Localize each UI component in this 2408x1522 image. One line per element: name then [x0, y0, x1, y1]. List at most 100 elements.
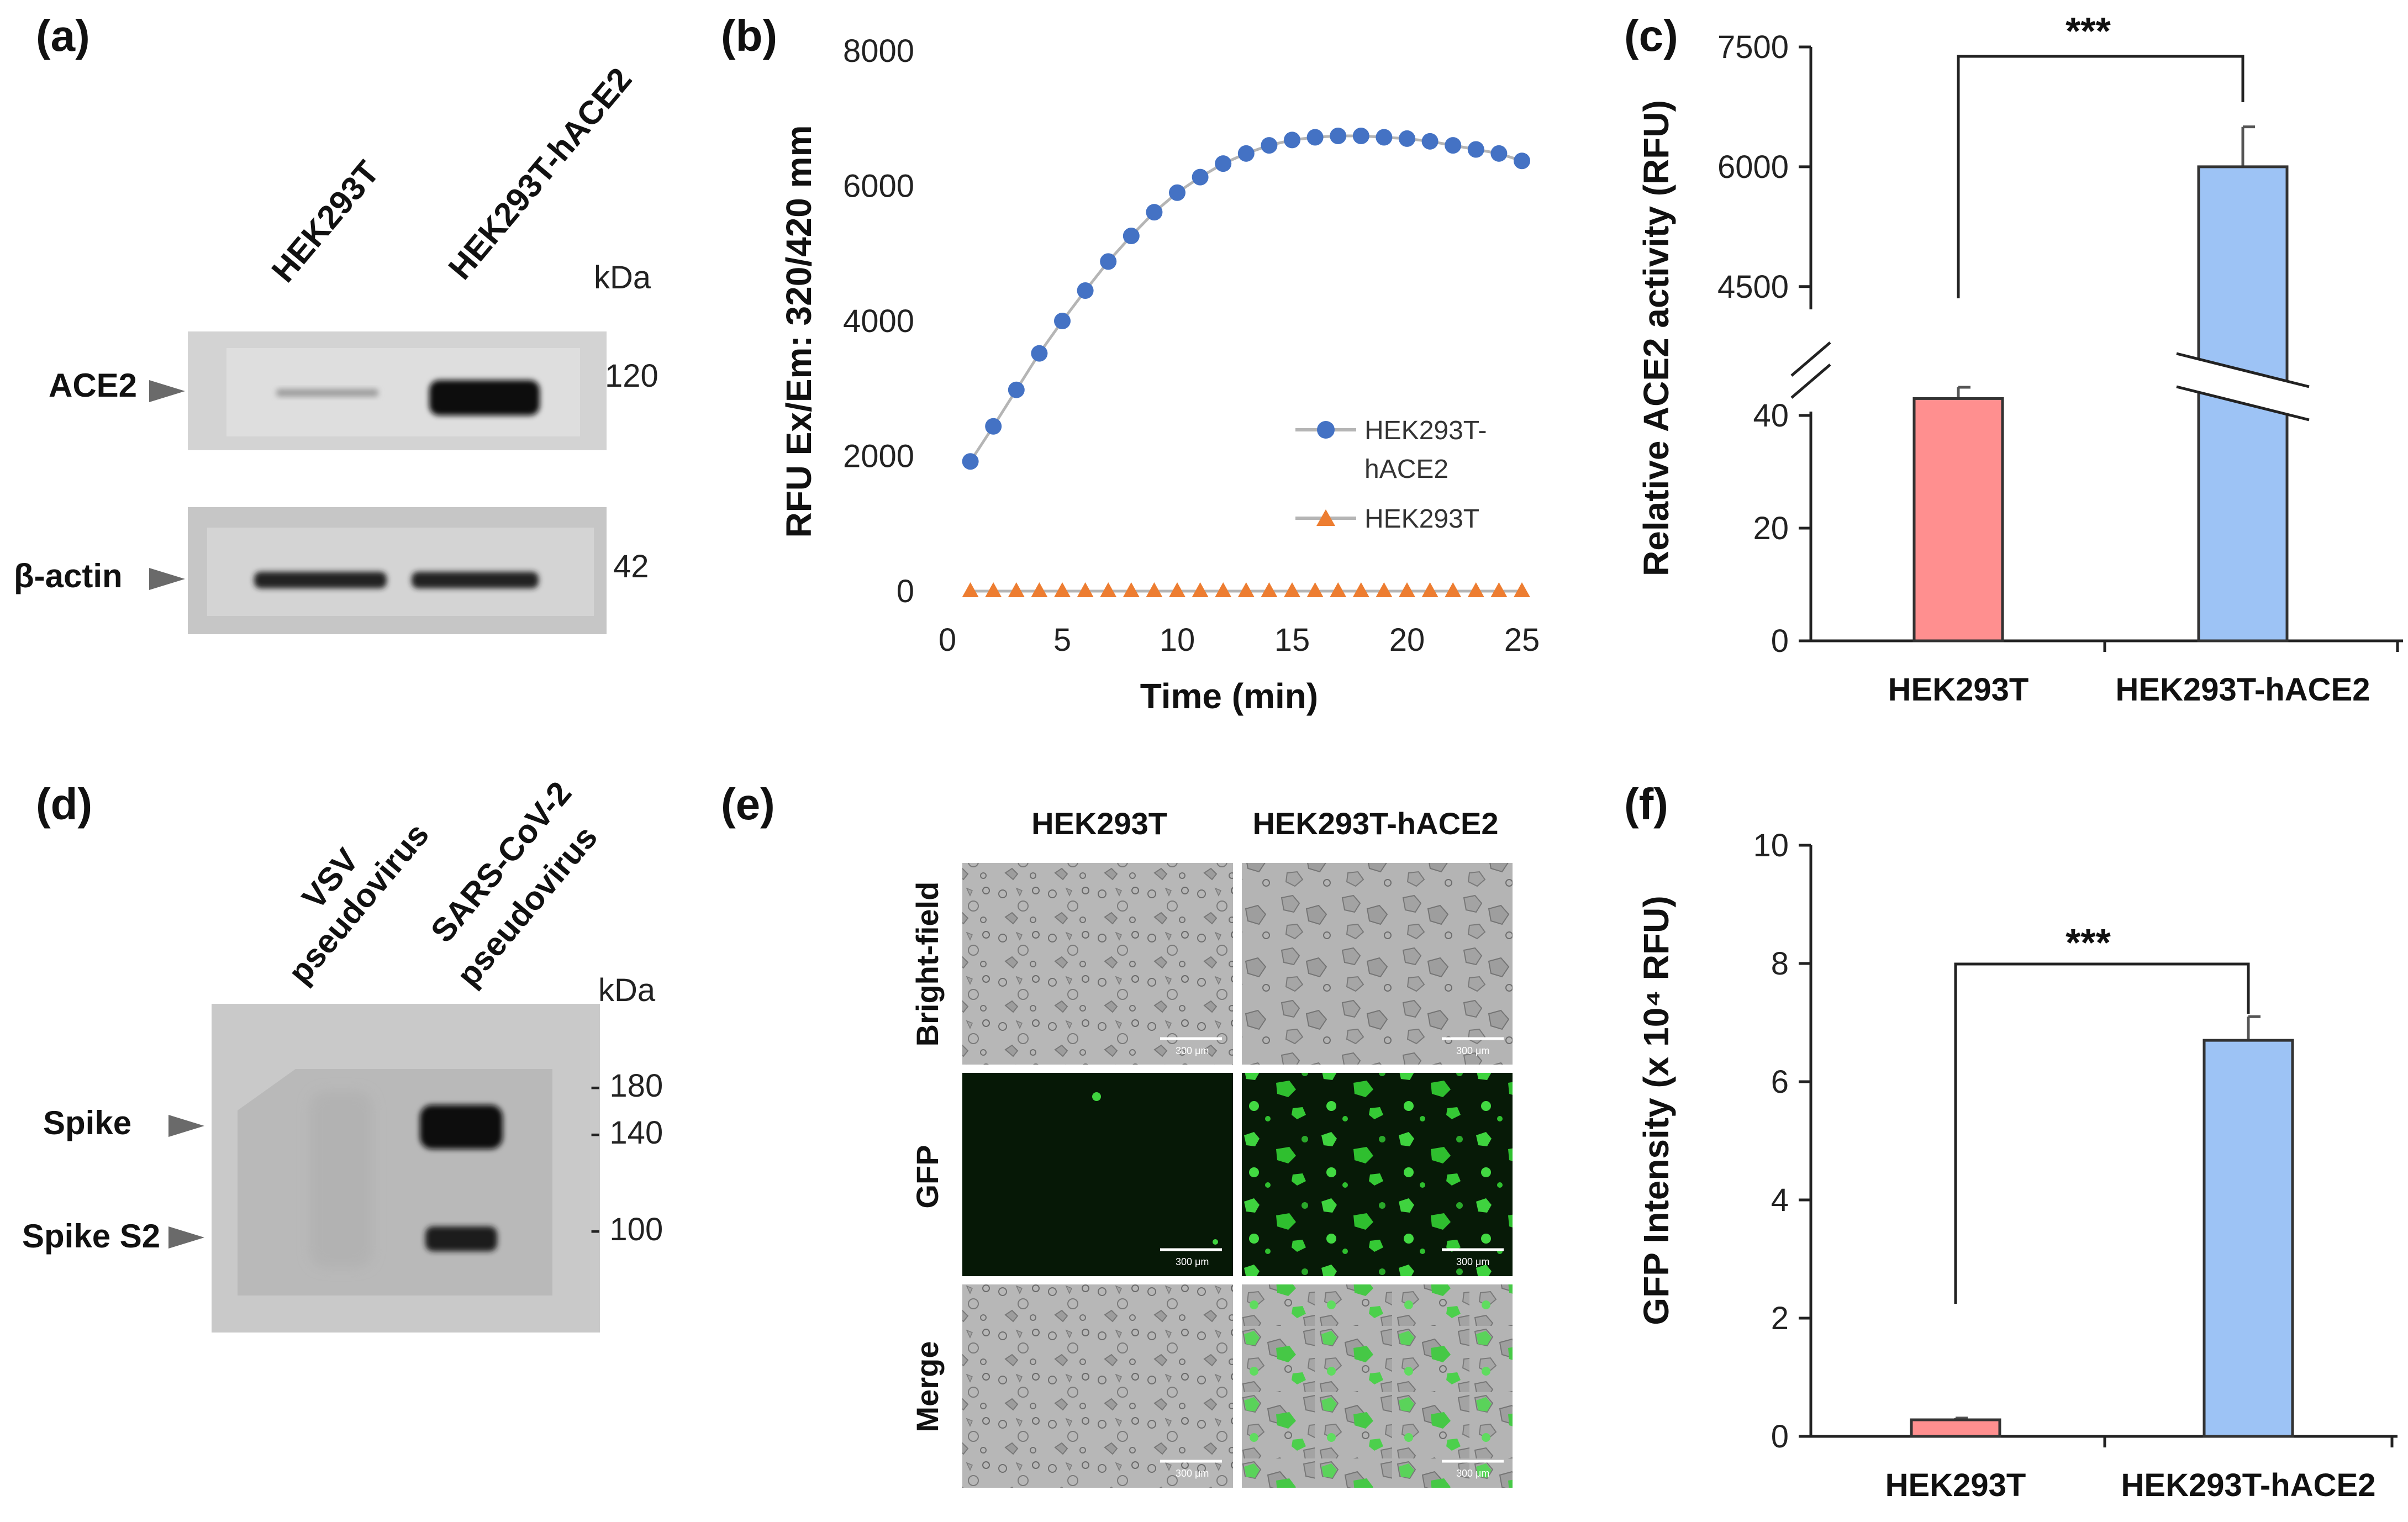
scale-bars: 300 μm 300 μm 300 μm 300 μm 300 μm 300 μ…: [1160, 1037, 1504, 1479]
b-ytick-label-3: 6000: [843, 168, 914, 204]
b-point-s0-24: [1514, 152, 1530, 170]
ace2-band-hek293t-hace2: [429, 380, 540, 415]
micro-gfp-hek293t: [962, 1073, 1233, 1276]
b-x-axis-title: Time (min): [1140, 676, 1318, 716]
panel-f: (f) 0 2 4 6 8 10 HEK293T HEK293T-hACE2 GFP Int…: [1624, 780, 2398, 1503]
scale-text-6: 300 μm: [1456, 1468, 1489, 1479]
b-point-s0-18: [1376, 129, 1393, 146]
b-point-s1-13: [1261, 582, 1278, 597]
ace2-arrowhead-icon: [149, 380, 185, 402]
legend-label-hace2-line2: hACE2: [1364, 455, 1448, 484]
b-point-s1-3: [1031, 582, 1048, 597]
scale-text-3: 300 μm: [1176, 1256, 1209, 1267]
b-xtick-label-5: 25: [1504, 622, 1540, 658]
band-label-ace2: ACE2: [49, 367, 137, 404]
panel-e-label: (e): [721, 780, 775, 829]
f-ytick-label-3: 6: [1771, 1064, 1789, 1100]
micro-gfp-hek293t-spot: [1092, 1092, 1101, 1101]
b-xtick-label-2: 10: [1160, 622, 1195, 658]
spike-arrowhead-icon: [168, 1115, 204, 1137]
c-ytick-low-label-1: 20: [1753, 510, 1789, 546]
b-point-s0-17: [1352, 128, 1369, 145]
f-bar-1: [2202, 1039, 2294, 1438]
b-point-s0-4: [1054, 313, 1071, 329]
legend-marker-hek293t: [1316, 509, 1335, 526]
b-point-s1-14: [1284, 582, 1300, 597]
b-point-s0-5: [1077, 282, 1094, 299]
actin-arrowhead-icon: [149, 568, 185, 590]
f-ytick-label-0: 0: [1771, 1419, 1789, 1455]
f-ytick-label-5: 10: [1753, 828, 1789, 863]
b-point-s0-23: [1490, 145, 1508, 162]
spike-band-sars: [420, 1105, 503, 1149]
c-bar-break-line-2: [2176, 385, 2310, 422]
b-point-s1-18: [1376, 582, 1393, 597]
f-y-axis-title: GFP Intensity (x 10⁴ RFU): [1636, 896, 1676, 1325]
micro-merge-hek293t-hace2: [1242, 1284, 1513, 1488]
legend-label-hek293t: HEK293T: [1364, 504, 1479, 534]
c-ytick-up-label-2: 7500: [1717, 29, 1789, 65]
c-ytick-up-label-0: 4500: [1717, 269, 1789, 305]
band-label-spike: Spike: [43, 1104, 131, 1141]
b-series-line-0: [969, 134, 1522, 462]
b-point-s0-20: [1421, 133, 1439, 150]
b-xtick-label-3: 15: [1274, 622, 1310, 658]
c-bar-break-line-1: [2176, 352, 2310, 388]
actin-band-hek293t-hace2: [412, 572, 539, 588]
b-point-s1-4: [1054, 582, 1071, 597]
b-ytick-label-1: 2000: [843, 439, 914, 475]
b-point-s1-22: [1467, 582, 1484, 597]
f-ytick-label-2: 4: [1771, 1182, 1789, 1218]
scale-text-5: 300 μm: [1176, 1468, 1209, 1479]
f-category-label-0: HEK293T: [1885, 1467, 2026, 1503]
b-point-s0-0: [962, 453, 979, 470]
b-point-s1-2: [1008, 582, 1025, 597]
b-point-s1-1: [985, 582, 1002, 597]
b-point-s0-9: [1169, 184, 1185, 201]
c-category-label-1: HEK293T-hACE2: [2116, 672, 2370, 708]
b-xtick-label-1: 5: [1053, 622, 1071, 658]
panel-c-label: (c): [1624, 11, 1678, 60]
micro-brightfield-hek293t-hace2: [1242, 863, 1513, 1065]
spike-s2-arrowhead-icon: [168, 1226, 204, 1249]
b-ytick-label-2: 4000: [843, 303, 914, 339]
c-bar-0: [1912, 397, 2004, 642]
c-significance-bracket: [1957, 55, 2244, 298]
spike-s2-band-sars: [425, 1226, 497, 1251]
micro-row-merge: Merge: [910, 1341, 945, 1433]
c-y-axis-title: Relative ACE2 activity (RFU): [1636, 100, 1676, 576]
b-point-s0-3: [1031, 345, 1048, 362]
panel-a: (a) HEK293T HEK293T-hACE2 kDa ACE2 120 β…: [14, 11, 658, 634]
b-point-s1-6: [1100, 582, 1117, 597]
b-ytick-label-4: 8000: [843, 33, 914, 69]
c-significance-stars: ***: [2065, 9, 2111, 52]
scale-text-1: 300 μm: [1176, 1045, 1209, 1056]
panel-d: (d) VSV pseudovirus SARS-CoV-2 pseudovir…: [22, 775, 663, 1333]
mw-ace2: 120: [605, 358, 658, 394]
b-point-s0-19: [1399, 130, 1415, 147]
panel-b-label: (b): [721, 11, 777, 60]
b-point-s0-14: [1284, 131, 1300, 149]
lane-label-vsv-line2: pseudovirus: [281, 816, 436, 991]
c-bar-break-gap: [2177, 354, 2309, 420]
lane-label-hek293t: HEK293T: [265, 154, 387, 289]
f-bar-0: [1910, 1418, 2001, 1438]
b-point-s1-19: [1399, 582, 1415, 597]
panel-f-label: (f): [1624, 780, 1668, 829]
kda-label: kDa: [594, 260, 651, 296]
band-label-beta-actin: β-actin: [14, 557, 123, 594]
b-xtick-label-4: 20: [1389, 622, 1425, 658]
c-ytick-up-label-1: 6000: [1717, 149, 1789, 185]
b-point-s0-22: [1467, 141, 1484, 158]
b-point-s1-15: [1306, 582, 1324, 597]
b-point-s1-21: [1445, 582, 1462, 597]
b-point-s1-0: [962, 582, 979, 597]
micro-brightfield-hek293t: [962, 863, 1233, 1065]
b-point-s1-11: [1215, 582, 1232, 597]
b-point-s1-12: [1237, 582, 1255, 597]
c-ytick-low-label-0: 0: [1771, 623, 1789, 659]
b-point-s0-6: [1100, 253, 1117, 270]
b-point-s0-16: [1330, 128, 1347, 145]
b-point-s0-15: [1306, 129, 1324, 146]
